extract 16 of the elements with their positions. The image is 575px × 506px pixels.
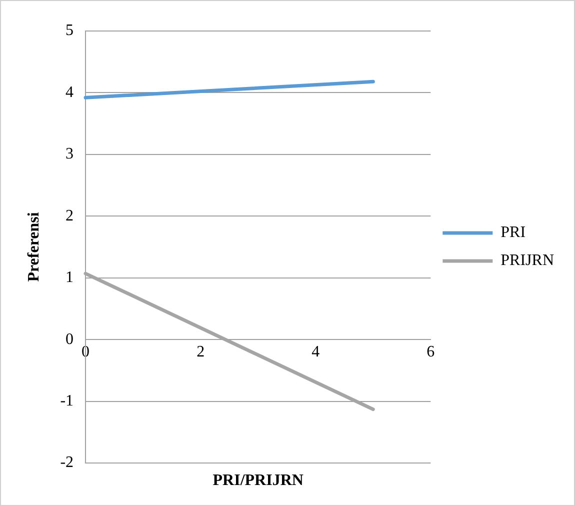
y-tick-label: 1 bbox=[66, 269, 74, 286]
x-tick-label: 2 bbox=[196, 343, 205, 360]
y-tick-label: 5 bbox=[66, 22, 74, 40]
x-axis-title: PRI/PRIJRN bbox=[212, 472, 304, 490]
x-tick-label: 0 bbox=[82, 343, 90, 360]
y-tick-label: 2 bbox=[66, 207, 74, 224]
x-tick-label: 6 bbox=[426, 343, 435, 360]
legend-label: PRI bbox=[500, 224, 526, 242]
x-tick-label: 4 bbox=[312, 343, 320, 360]
y-tick-label: -1 bbox=[60, 392, 74, 410]
y-tick-label: 4 bbox=[66, 84, 74, 101]
y-tick-label: 3 bbox=[66, 146, 74, 163]
y-tick-label: 0 bbox=[66, 330, 74, 348]
y-axis-title: Preferensi bbox=[26, 212, 43, 282]
y-tick-label: -2 bbox=[60, 454, 74, 472]
legend-label: PRIJRN bbox=[500, 252, 554, 270]
